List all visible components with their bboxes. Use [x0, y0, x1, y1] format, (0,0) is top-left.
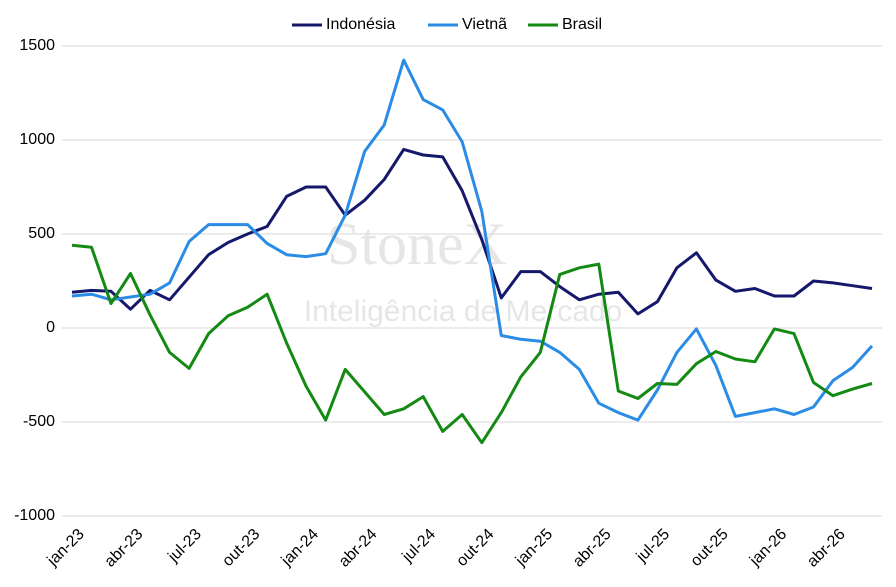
series-line — [71, 243, 873, 445]
y-tick-label: 500 — [28, 225, 55, 242]
y-tick-label: -500 — [23, 413, 55, 430]
x-tick-label: out-25 — [688, 526, 732, 570]
series-line — [71, 147, 873, 316]
x-tick-label: out-24 — [453, 526, 497, 570]
watermark: StoneX — [327, 211, 507, 277]
y-tick-label: -1000 — [14, 507, 55, 524]
legend-label: Indonésia — [326, 16, 395, 33]
x-tick-label: jul-25 — [633, 526, 673, 566]
x-tick-label: abr-23 — [102, 526, 147, 571]
y-tick-label: 1500 — [19, 37, 55, 54]
series-line — [71, 58, 874, 422]
x-tick-label: jan-25 — [512, 526, 556, 570]
x-tick-label: abr-26 — [804, 526, 849, 571]
legend-label: Brasil — [562, 16, 602, 33]
x-tick-label: out-23 — [219, 526, 263, 570]
x-tick-label: jul-23 — [164, 526, 204, 566]
legend-label: Vietnã — [462, 16, 507, 33]
x-tick-label: jan-26 — [746, 526, 790, 570]
watermark-subtitle: Inteligência de Mercado — [304, 295, 623, 328]
y-tick-label: 1000 — [19, 131, 55, 148]
y-tick-label: 0 — [46, 319, 55, 336]
x-tick-label: jul-24 — [399, 526, 439, 566]
x-tick-label: abr-24 — [336, 526, 381, 571]
x-tick-label: jan-23 — [44, 526, 88, 570]
x-tick-label: abr-25 — [570, 526, 615, 571]
x-tick-label: jan-24 — [278, 526, 322, 570]
